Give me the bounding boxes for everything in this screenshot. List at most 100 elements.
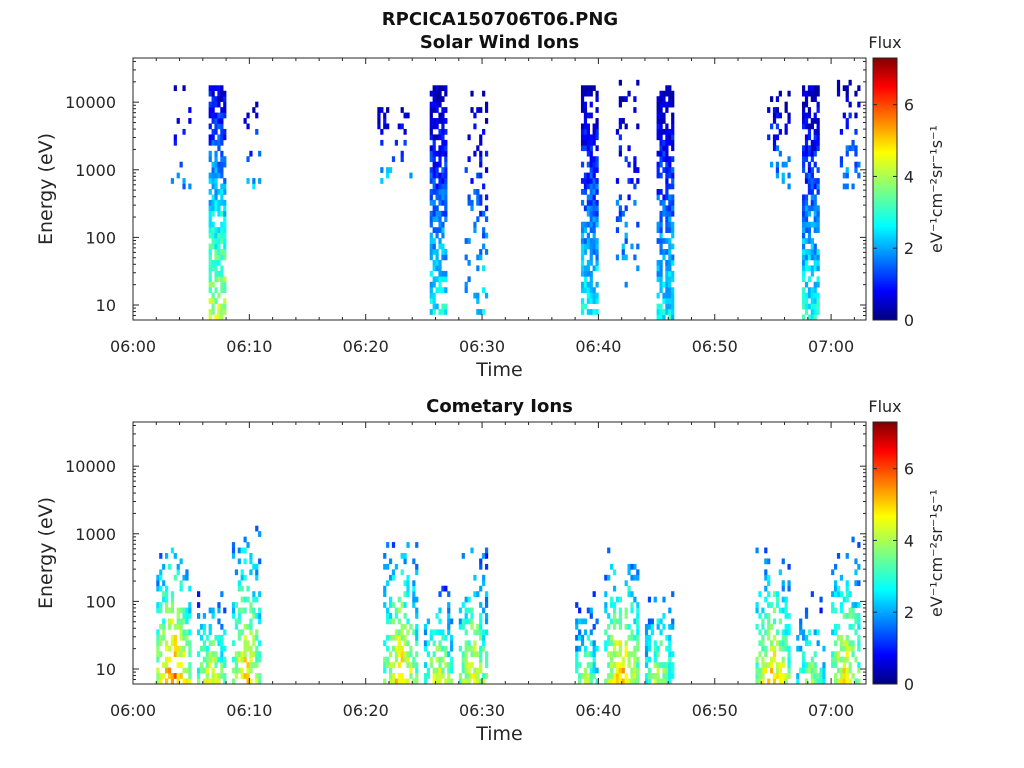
flux-cell xyxy=(831,651,835,658)
flux-cell xyxy=(397,607,401,614)
flux-cell xyxy=(432,678,436,685)
flux-cell xyxy=(479,150,483,157)
flux-cell xyxy=(583,243,588,250)
flux-cell xyxy=(802,150,806,157)
flux-cell xyxy=(845,118,849,124)
flux-cell xyxy=(409,645,413,652)
flux-cell xyxy=(604,645,608,652)
flux-cell xyxy=(252,613,256,619)
flux-cell xyxy=(479,634,483,641)
flux-cell xyxy=(435,96,439,102)
flux-cell xyxy=(822,662,826,668)
flux-cell xyxy=(624,156,628,163)
flux-cell xyxy=(252,634,256,641)
flux-cell xyxy=(220,85,224,92)
flux-cell xyxy=(583,227,588,233)
flux-cell xyxy=(429,232,433,239)
flux-cell xyxy=(220,238,224,244)
flux-cell xyxy=(575,656,579,663)
flux-cell xyxy=(202,667,207,674)
flux-cell xyxy=(444,634,448,641)
flux-cell xyxy=(240,569,244,576)
flux-cell xyxy=(770,662,774,668)
flux-cell xyxy=(842,678,846,685)
flux-cell xyxy=(592,673,596,679)
flux-cell xyxy=(220,303,224,310)
flux-cell xyxy=(775,172,780,179)
flux-cell xyxy=(429,107,433,113)
flux-cell xyxy=(438,265,442,272)
flux-cell xyxy=(839,678,844,685)
flux-cell xyxy=(188,607,192,614)
flux-cell xyxy=(857,161,861,168)
flux-cell xyxy=(621,678,625,685)
flux-cell xyxy=(249,150,253,157)
flux-cell xyxy=(845,673,849,679)
flux-cell xyxy=(787,613,791,619)
flux-cell xyxy=(816,216,820,223)
flux-cell xyxy=(211,90,215,97)
flux-cell xyxy=(444,205,448,212)
flux-cell xyxy=(807,183,812,190)
flux-cell xyxy=(580,640,585,647)
flux-cell xyxy=(429,118,433,124)
flux-cell xyxy=(438,128,442,135)
flux-cell xyxy=(185,569,189,576)
flux-cell xyxy=(580,249,585,255)
flux-cell xyxy=(188,183,192,190)
flux-cell xyxy=(461,553,465,559)
flux-cell xyxy=(656,662,660,668)
flux-cell xyxy=(214,254,218,261)
flux-cell xyxy=(580,254,585,261)
flux-cell xyxy=(231,602,236,608)
flux-cell xyxy=(656,265,660,272)
flux-cell xyxy=(787,662,791,668)
flux-cell xyxy=(770,623,774,630)
flux-cell xyxy=(400,150,404,157)
flux-cell xyxy=(246,596,250,603)
flux-cell xyxy=(432,96,436,102)
flux-cell xyxy=(432,123,436,130)
flux-cell xyxy=(659,199,663,206)
flux-cell xyxy=(633,254,637,261)
flux-cell xyxy=(592,205,596,212)
flux-cell xyxy=(665,167,669,173)
flux-cell xyxy=(668,134,672,141)
flux-cell xyxy=(240,651,244,658)
flux-cell xyxy=(804,254,809,261)
y-tick-label: 10000 xyxy=(65,457,116,476)
flux-cell xyxy=(470,547,474,554)
flux-cell xyxy=(586,259,590,266)
flux-cell xyxy=(816,640,820,647)
flux-cell xyxy=(214,189,218,195)
flux-cell xyxy=(764,558,768,565)
flux-cell xyxy=(615,216,620,223)
flux-cell xyxy=(656,167,660,173)
flux-cell xyxy=(167,645,172,652)
flux-cell xyxy=(231,542,236,548)
flux-cell xyxy=(176,607,180,614)
flux-cell xyxy=(444,309,448,315)
flux-cell xyxy=(438,667,442,674)
flux-cell xyxy=(435,194,439,201)
flux-cell xyxy=(246,112,250,119)
flux-cell xyxy=(845,634,849,641)
flux-cell xyxy=(592,645,596,652)
flux-cell xyxy=(156,629,160,636)
flux-cell xyxy=(575,634,579,641)
flux-cell xyxy=(476,667,480,674)
flux-cell xyxy=(170,607,175,614)
flux-cell xyxy=(162,596,166,603)
flux-cell xyxy=(845,591,849,597)
flux-cell xyxy=(607,574,611,581)
flux-cell xyxy=(804,123,809,130)
flux-cell xyxy=(842,645,846,652)
flux-cell xyxy=(659,139,663,146)
flux-cell xyxy=(196,602,201,608)
flux-cell xyxy=(214,123,218,130)
flux-cell xyxy=(211,673,215,679)
flux-cell xyxy=(438,216,442,223)
flux-cell xyxy=(668,662,672,668)
flux-cell xyxy=(479,667,483,674)
flux-cell xyxy=(796,634,800,641)
